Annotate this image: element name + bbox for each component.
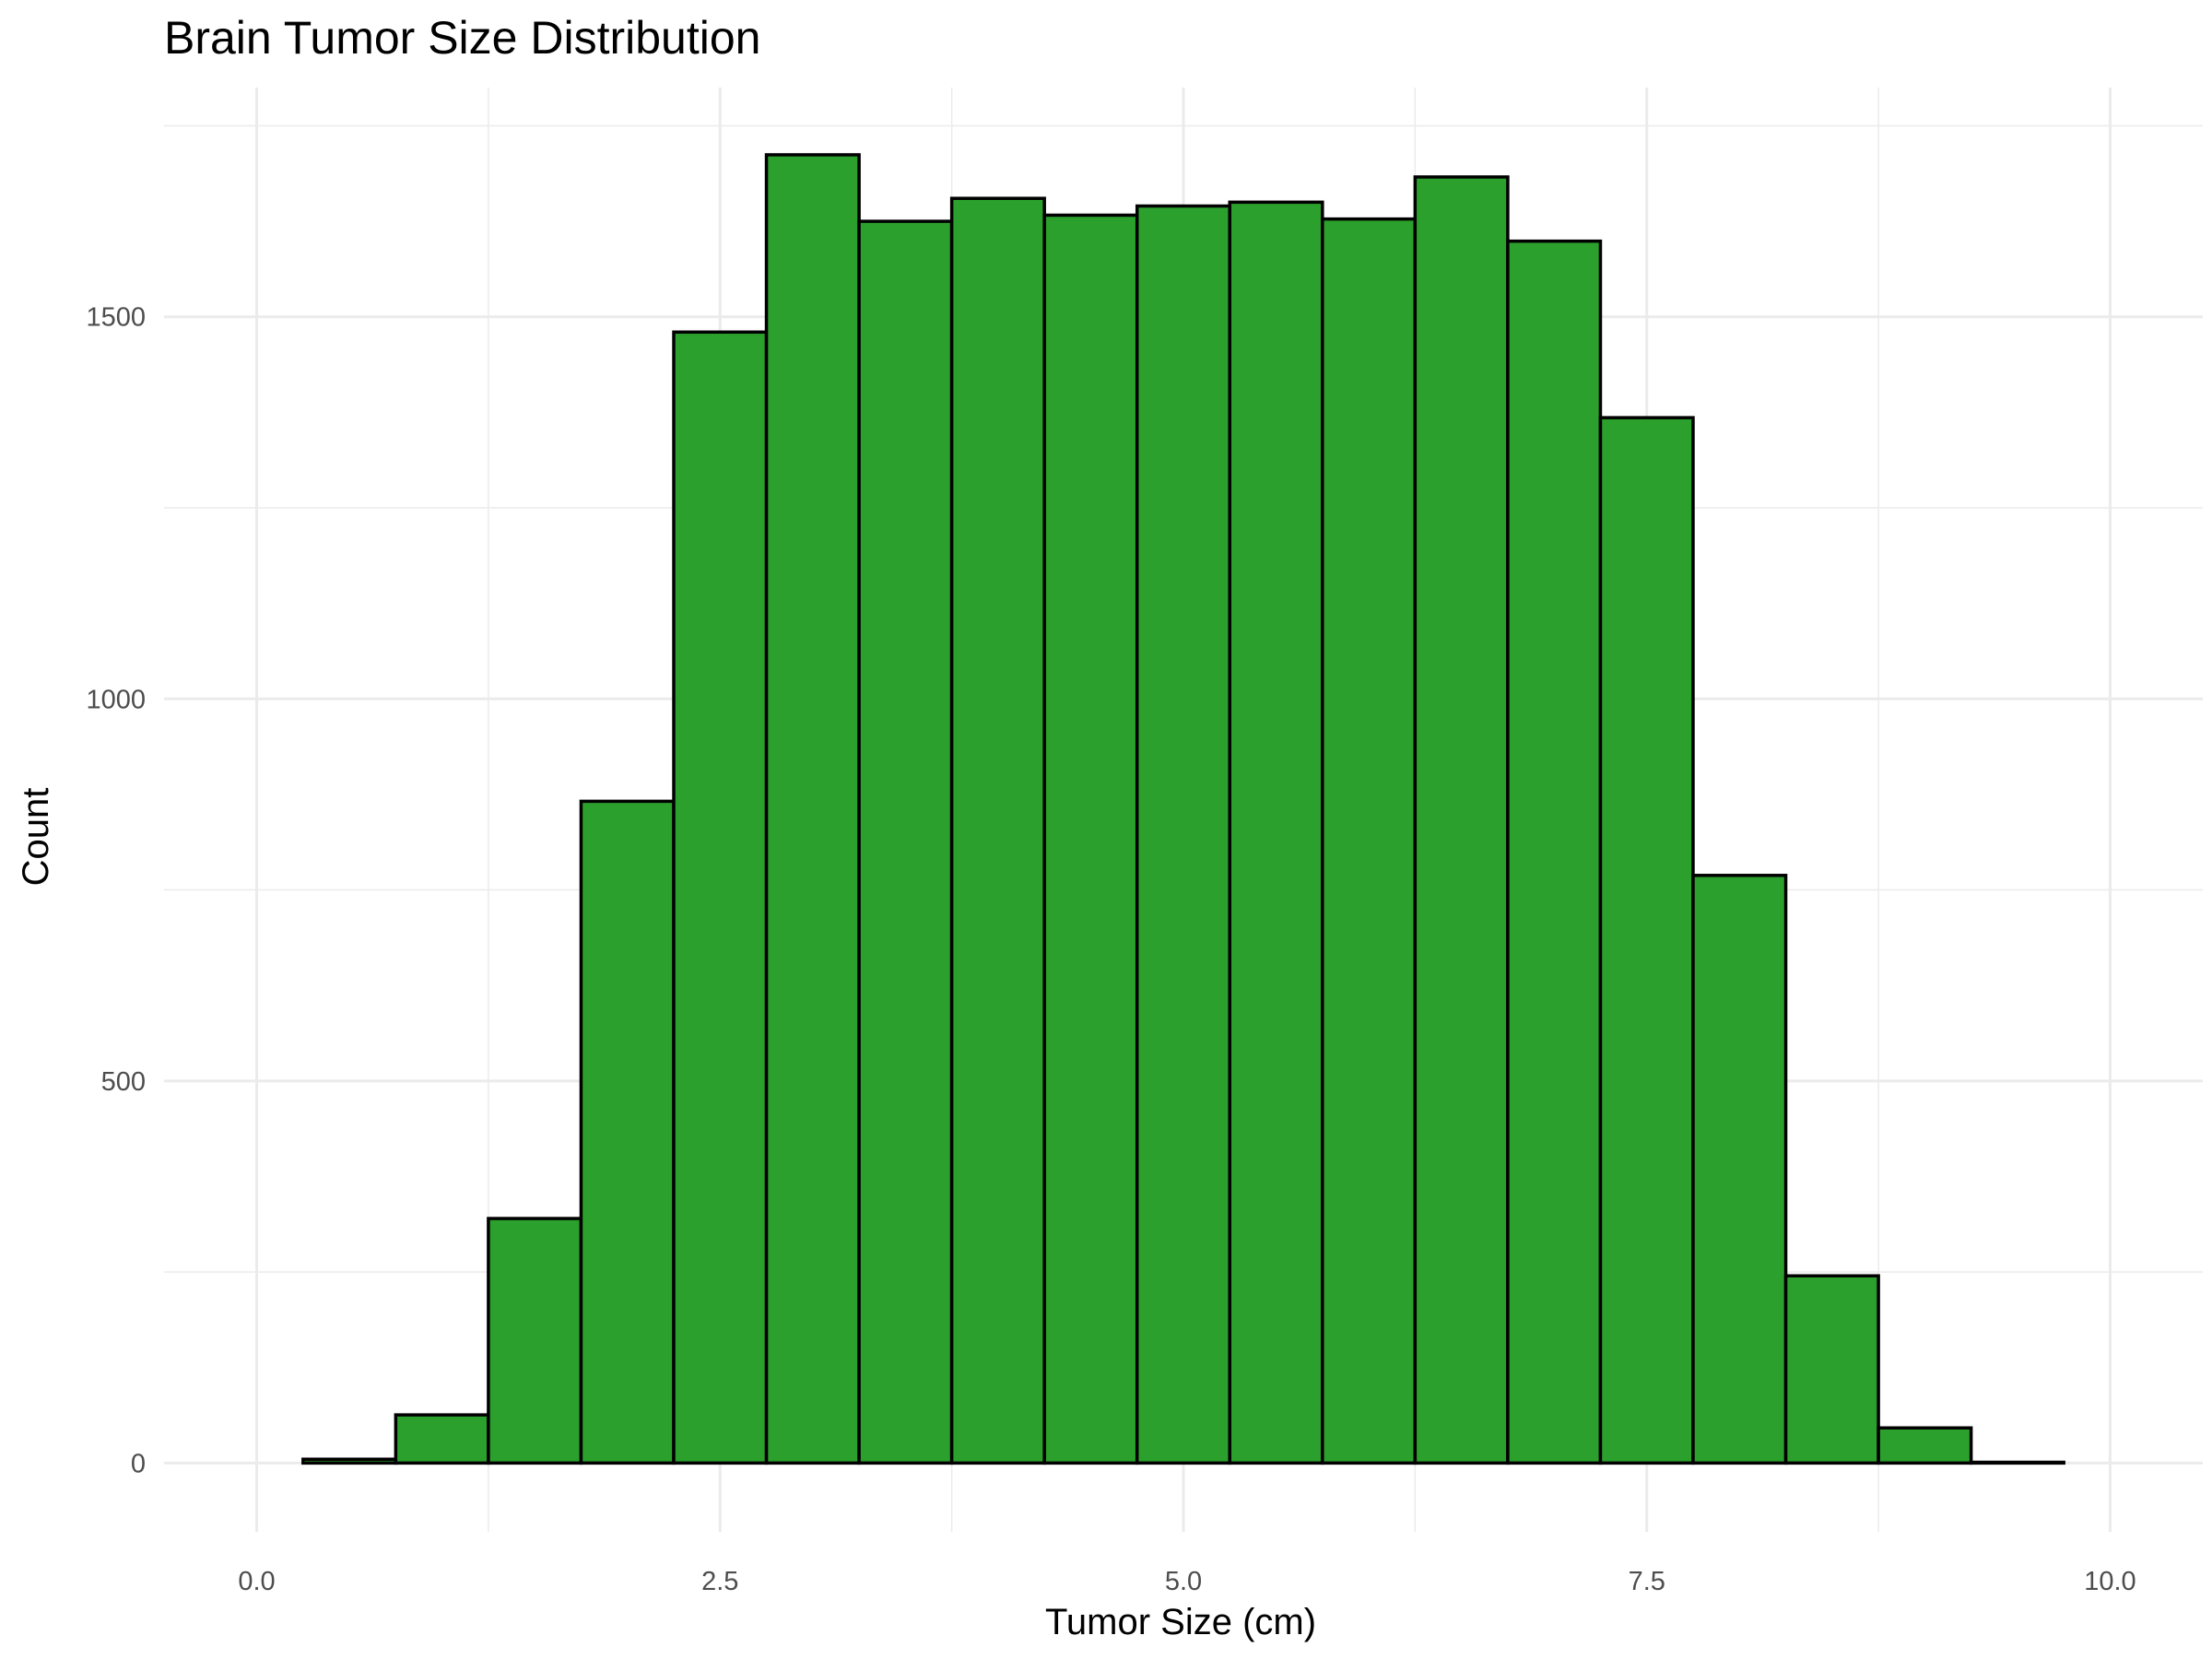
histogram-bar xyxy=(579,799,676,1465)
x-tick-label: 2.5 xyxy=(701,1567,738,1596)
histogram-bar xyxy=(1135,204,1232,1465)
histogram-bar xyxy=(1877,1426,1973,1465)
x-tick-label: 0.0 xyxy=(238,1567,275,1596)
x-tick-label: 5.0 xyxy=(1165,1567,1202,1596)
y-axis-title: Count xyxy=(16,788,56,887)
histogram-bar xyxy=(672,330,769,1465)
histogram-bar xyxy=(857,219,954,1465)
histogram-bar xyxy=(487,1217,583,1465)
x-tick-label: 10.0 xyxy=(2084,1567,2136,1596)
histogram-bar xyxy=(1228,200,1324,1465)
bars-layer xyxy=(301,153,2065,1465)
chart-title: Brain Tumor Size Distribution xyxy=(164,12,760,64)
histogram-bar xyxy=(301,1457,398,1465)
y-tick-label: 0 xyxy=(131,1449,146,1478)
x-axis-title: Tumor Size (cm) xyxy=(1045,1602,1316,1642)
histogram-bar xyxy=(1969,1460,2065,1465)
x-axis-ticks: 0.0 2.5 5.0 7.5 10.0 xyxy=(238,1567,2136,1596)
histogram-bar xyxy=(949,196,1046,1465)
x-tick-label: 7.5 xyxy=(1629,1567,1665,1596)
histogram-bar xyxy=(1413,175,1510,1465)
histogram-bar xyxy=(1691,874,1788,1465)
y-axis-ticks: 0 500 1000 1500 xyxy=(86,303,146,1479)
histogram-bar xyxy=(764,153,861,1465)
histogram-bar xyxy=(1783,1274,1880,1465)
histogram-bar xyxy=(1598,416,1695,1465)
y-tick-label: 1000 xyxy=(86,685,146,714)
histogram-bar xyxy=(1321,217,1418,1465)
y-tick-label: 500 xyxy=(101,1067,146,1097)
histogram-bar xyxy=(394,1413,490,1465)
histogram-bar xyxy=(1042,213,1139,1465)
histogram-bar xyxy=(1506,239,1603,1465)
y-tick-label: 1500 xyxy=(86,303,146,333)
